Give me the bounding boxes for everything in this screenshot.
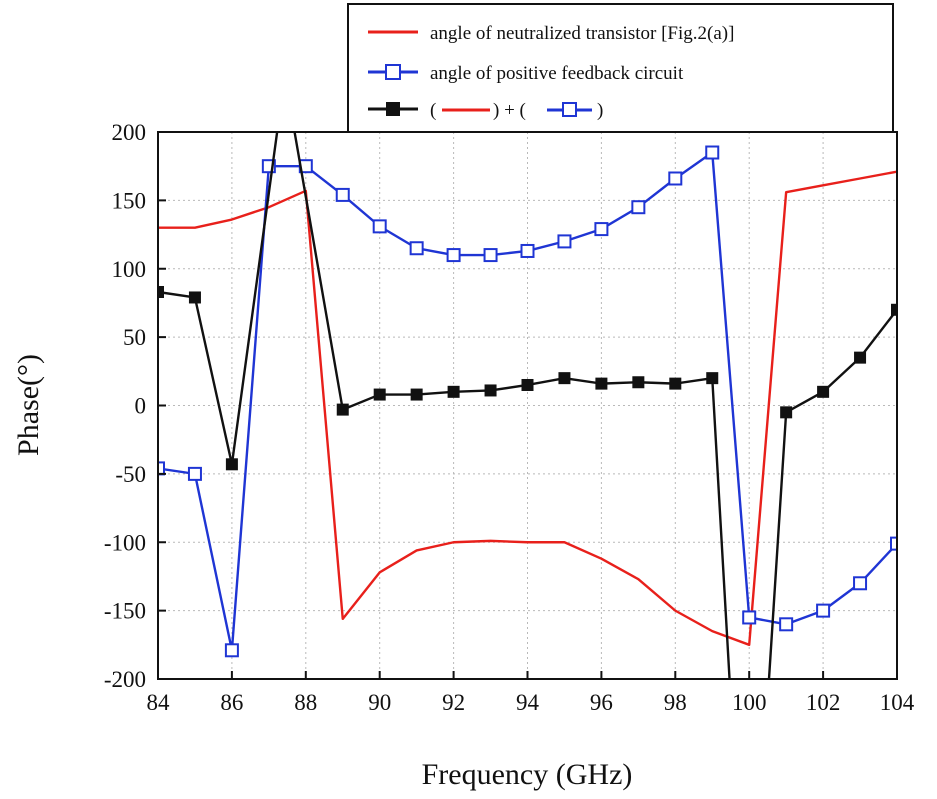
data-point-open-square bbox=[409, 241, 424, 256]
data-point-filled-square bbox=[188, 291, 201, 304]
x-tick-label: 100 bbox=[732, 690, 767, 715]
grid-lines bbox=[158, 132, 897, 679]
y-tick-label: 0 bbox=[135, 394, 147, 419]
y-tick-label: -100 bbox=[104, 530, 146, 555]
data-point-filled-square bbox=[373, 388, 386, 401]
data-point-filled-square bbox=[521, 378, 534, 391]
legend-label-feedback: angle of positive feedback circuit bbox=[430, 63, 684, 84]
data-point-filled-square bbox=[706, 372, 719, 385]
data-point-filled-square bbox=[632, 376, 645, 389]
data-point-filled-square bbox=[410, 388, 423, 401]
legend-label-neutralized: angle of neutralized transistor [Fig.2(a… bbox=[430, 23, 734, 44]
x-tick-label: 88 bbox=[294, 690, 317, 715]
x-tick-label: 84 bbox=[147, 690, 171, 715]
data-point-open-square bbox=[890, 536, 897, 551]
legend-plus: ) + ( bbox=[493, 100, 526, 121]
data-point-filled-square bbox=[669, 377, 682, 390]
data-point-filled-square bbox=[484, 384, 497, 397]
data-point-open-square bbox=[557, 234, 572, 249]
y-tick-label: -50 bbox=[115, 462, 146, 487]
y-tick-label: -200 bbox=[104, 667, 146, 692]
data-point-open-square bbox=[187, 466, 202, 481]
x-tick-label: 104 bbox=[880, 690, 915, 715]
x-tick-label: 98 bbox=[664, 690, 687, 715]
data-point-open-square bbox=[742, 610, 757, 625]
data-point-filled-square bbox=[336, 403, 349, 416]
data-point-open-square bbox=[631, 200, 646, 215]
data-point-open-square bbox=[158, 461, 165, 476]
x-tick-label: 96 bbox=[590, 690, 613, 715]
data-point-open-square bbox=[335, 187, 350, 202]
data-point-open-square bbox=[594, 222, 609, 237]
series-layer bbox=[158, 132, 897, 679]
x-tick-label: 86 bbox=[220, 690, 243, 715]
y-tick-label: 200 bbox=[112, 120, 147, 145]
data-point-open-square bbox=[520, 243, 535, 258]
data-point-open-square bbox=[483, 248, 498, 263]
x-tick-label: 94 bbox=[516, 690, 540, 715]
legend-marker-open-square bbox=[385, 64, 401, 80]
axes: 84 86 88 90 92 94 96 98 100 102 104 200 150 100 50 0 -50… bbox=[104, 120, 915, 715]
legend-box bbox=[347, 3, 894, 133]
x-tick-label: 90 bbox=[368, 690, 391, 715]
legend-marker-filled-square bbox=[386, 102, 400, 116]
data-point-filled-square bbox=[891, 303, 897, 316]
data-point-open-square bbox=[446, 248, 461, 263]
legend-paren-close: ) bbox=[597, 100, 603, 121]
data-point-filled-square bbox=[595, 377, 608, 390]
legend-paren-open: ( bbox=[430, 100, 436, 121]
data-point-filled-square bbox=[854, 351, 867, 364]
data-point-filled-square bbox=[158, 285, 164, 298]
series-line-0 bbox=[158, 170, 897, 647]
data-point-open-square bbox=[224, 643, 239, 658]
y-axis-title: Phase(°) bbox=[12, 354, 45, 456]
data-point-open-square bbox=[853, 576, 868, 591]
series-line-2 bbox=[158, 132, 897, 679]
data-point-open-square bbox=[705, 145, 720, 160]
legend-mini-open-square bbox=[562, 102, 577, 117]
data-point-open-square bbox=[816, 603, 831, 618]
x-tick-label: 92 bbox=[442, 690, 465, 715]
data-point-open-square bbox=[372, 219, 387, 234]
data-point-open-square bbox=[668, 171, 683, 186]
y-tick-label: 100 bbox=[112, 257, 147, 282]
data-point-filled-square bbox=[447, 385, 460, 398]
data-point-filled-square bbox=[225, 458, 238, 471]
data-point-open-square bbox=[779, 617, 794, 632]
data-point-filled-square bbox=[817, 385, 830, 398]
x-tick-label: 102 bbox=[806, 690, 841, 715]
legend: angle of neutralized transistor [Fig.2(a… bbox=[347, 3, 894, 133]
x-axis-title: Frequency (GHz) bbox=[422, 758, 633, 791]
data-point-filled-square bbox=[558, 372, 571, 385]
data-point-filled-square bbox=[780, 406, 793, 419]
y-tick-label: 50 bbox=[123, 325, 146, 350]
y-tick-label: -150 bbox=[104, 599, 146, 624]
y-tick-label: 150 bbox=[112, 188, 147, 213]
